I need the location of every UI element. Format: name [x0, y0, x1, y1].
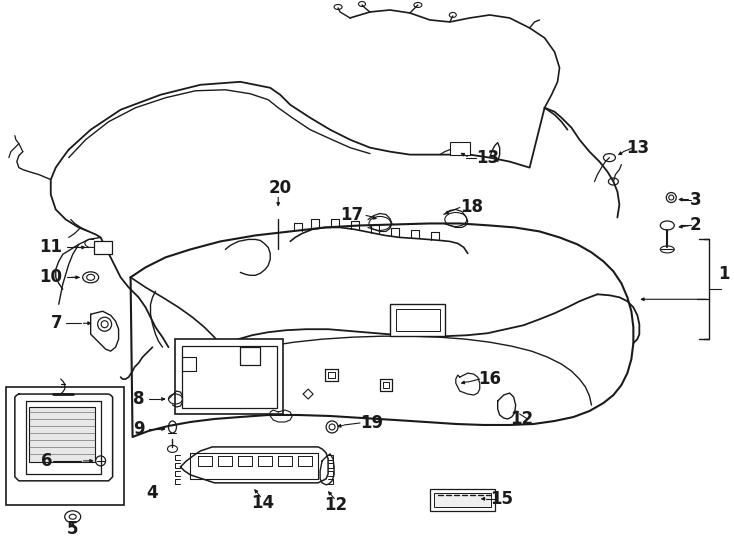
FancyBboxPatch shape	[434, 493, 491, 507]
FancyBboxPatch shape	[183, 346, 277, 408]
FancyBboxPatch shape	[396, 309, 440, 331]
Text: 12: 12	[510, 410, 533, 428]
FancyBboxPatch shape	[390, 304, 445, 336]
Text: 6: 6	[41, 452, 53, 470]
Text: 9: 9	[133, 420, 145, 438]
Text: 7: 7	[51, 314, 62, 332]
FancyBboxPatch shape	[29, 407, 95, 462]
Text: 10: 10	[39, 268, 62, 286]
Text: 19: 19	[360, 414, 384, 432]
Text: 8: 8	[133, 390, 145, 408]
Text: 20: 20	[269, 179, 292, 197]
FancyBboxPatch shape	[6, 387, 123, 505]
FancyBboxPatch shape	[175, 339, 283, 414]
Text: 11: 11	[39, 238, 62, 256]
Text: 14: 14	[251, 494, 274, 512]
Text: 4: 4	[147, 484, 159, 502]
Text: 5: 5	[67, 519, 79, 538]
FancyBboxPatch shape	[430, 489, 495, 511]
FancyBboxPatch shape	[450, 141, 470, 154]
Text: 2: 2	[689, 217, 701, 234]
Text: 15: 15	[490, 490, 513, 508]
Text: 18: 18	[460, 199, 483, 217]
FancyBboxPatch shape	[94, 241, 112, 254]
Text: 3: 3	[689, 191, 701, 208]
Text: 13: 13	[476, 148, 499, 167]
Text: 16: 16	[479, 370, 501, 388]
Text: 1: 1	[719, 265, 730, 284]
Text: 17: 17	[341, 206, 363, 225]
Text: 12: 12	[324, 496, 348, 514]
Text: 13: 13	[626, 139, 649, 157]
